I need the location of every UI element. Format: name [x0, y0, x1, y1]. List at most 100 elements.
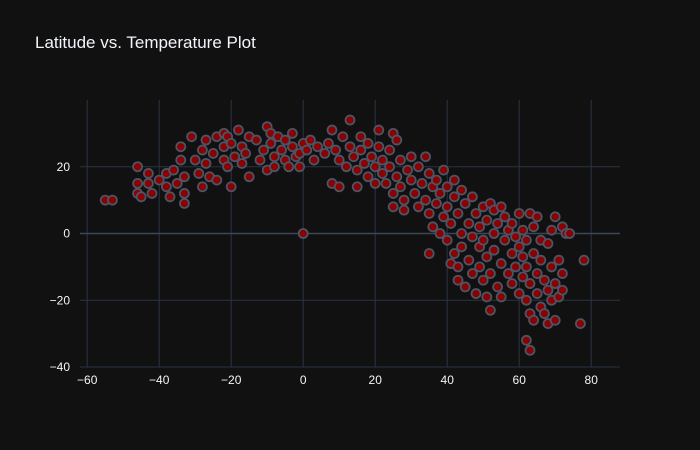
data-point[interactable]: [394, 154, 406, 166]
data-point[interactable]: [229, 151, 241, 163]
data-point[interactable]: [557, 284, 568, 296]
data-point[interactable]: [452, 208, 464, 219]
data-point[interactable]: [394, 181, 406, 193]
data-point[interactable]: [391, 171, 403, 183]
data-point[interactable]: [135, 191, 147, 203]
data-point[interactable]: [398, 204, 410, 216]
data-point[interactable]: [330, 144, 342, 156]
data-point[interactable]: [283, 161, 295, 173]
data-point[interactable]: [312, 141, 324, 153]
data-point[interactable]: [420, 151, 432, 163]
data-point[interactable]: [466, 231, 478, 243]
data-point[interactable]: [513, 288, 525, 299]
data-point[interactable]: [506, 248, 518, 259]
data-point[interactable]: [405, 151, 417, 163]
data-point[interactable]: [484, 268, 496, 279]
data-point[interactable]: [502, 268, 514, 279]
data-point[interactable]: [351, 164, 363, 176]
data-point[interactable]: [445, 218, 457, 229]
data-point[interactable]: [153, 174, 165, 186]
data-point[interactable]: [225, 137, 237, 149]
data-point[interactable]: [441, 181, 453, 193]
data-point[interactable]: [344, 141, 356, 153]
data-point[interactable]: [517, 251, 529, 263]
data-point[interactable]: [164, 191, 176, 203]
data-point[interactable]: [348, 151, 360, 163]
data-point[interactable]: [333, 181, 345, 193]
data-point[interactable]: [459, 281, 471, 293]
data-point[interactable]: [542, 284, 554, 296]
data-point[interactable]: [546, 261, 557, 273]
data-point[interactable]: [225, 181, 237, 193]
data-point[interactable]: [240, 147, 252, 159]
data-point[interactable]: [531, 288, 543, 299]
data-point[interactable]: [452, 274, 464, 286]
data-point[interactable]: [470, 208, 482, 219]
data-point[interactable]: [420, 194, 432, 206]
data-point[interactable]: [207, 147, 219, 159]
data-point[interactable]: [430, 174, 442, 186]
data-point[interactable]: [528, 221, 539, 233]
data-point[interactable]: [178, 188, 190, 199]
data-point[interactable]: [549, 278, 561, 289]
data-point[interactable]: [474, 221, 486, 233]
data-point[interactable]: [107, 194, 118, 206]
data-point[interactable]: [279, 134, 291, 146]
data-point[interactable]: [178, 198, 190, 209]
data-point[interactable]: [434, 188, 446, 199]
data-point[interactable]: [384, 161, 396, 173]
data-point[interactable]: [286, 127, 298, 139]
data-point[interactable]: [355, 144, 367, 156]
data-point[interactable]: [521, 334, 532, 346]
data-point[interactable]: [430, 198, 442, 209]
data-point[interactable]: [319, 147, 331, 159]
data-point[interactable]: [524, 278, 536, 289]
data-point[interactable]: [268, 161, 280, 173]
data-point[interactable]: [340, 161, 352, 173]
data-point[interactable]: [369, 178, 381, 189]
data-point[interactable]: [373, 124, 385, 136]
data-point[interactable]: [160, 181, 172, 193]
data-point[interactable]: [463, 254, 475, 266]
data-point[interactable]: [351, 181, 363, 193]
data-point[interactable]: [484, 304, 496, 316]
data-point[interactable]: [517, 271, 529, 283]
data-point[interactable]: [546, 224, 557, 236]
data-point[interactable]: [236, 158, 248, 169]
data-point[interactable]: [412, 201, 424, 213]
data-point[interactable]: [456, 241, 468, 253]
data-point[interactable]: [510, 231, 521, 243]
data-point[interactable]: [358, 158, 370, 169]
data-point[interactable]: [521, 234, 532, 246]
data-point[interactable]: [398, 194, 410, 206]
data-point[interactable]: [294, 161, 306, 173]
data-point[interactable]: [423, 168, 435, 179]
data-point[interactable]: [193, 168, 205, 179]
data-point[interactable]: [391, 134, 403, 146]
data-point[interactable]: [200, 134, 212, 146]
data-point[interactable]: [492, 281, 504, 293]
data-point[interactable]: [344, 114, 356, 126]
data-point[interactable]: [448, 174, 460, 186]
data-point[interactable]: [301, 144, 313, 156]
data-point[interactable]: [448, 191, 460, 203]
data-point[interactable]: [322, 137, 334, 149]
data-point[interactable]: [531, 211, 543, 223]
data-point[interactable]: [463, 218, 475, 229]
data-point[interactable]: [402, 164, 414, 176]
data-point[interactable]: [297, 228, 309, 239]
data-point[interactable]: [258, 144, 270, 156]
data-point[interactable]: [168, 164, 180, 176]
data-point[interactable]: [326, 124, 338, 136]
data-point[interactable]: [531, 268, 543, 279]
data-point[interactable]: [553, 254, 565, 266]
data-point[interactable]: [481, 251, 493, 263]
data-point[interactable]: [481, 291, 493, 303]
data-point[interactable]: [211, 174, 223, 186]
data-point[interactable]: [355, 131, 367, 143]
data-point[interactable]: [146, 188, 158, 199]
data-point[interactable]: [557, 268, 568, 279]
data-point[interactable]: [286, 141, 298, 153]
data-point[interactable]: [481, 214, 493, 226]
data-point[interactable]: [196, 181, 208, 193]
